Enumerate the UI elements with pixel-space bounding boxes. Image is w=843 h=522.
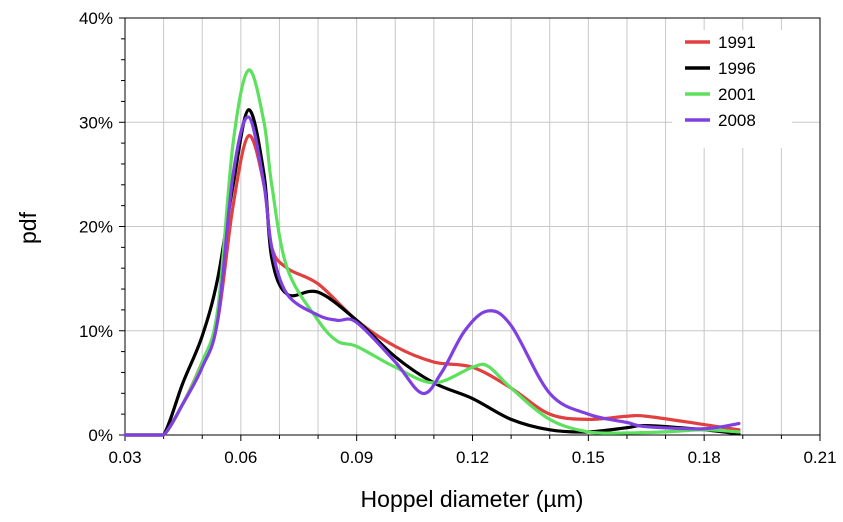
series-line-2008 [123,115,741,437]
legend-label-2008: 2008 [718,111,756,130]
plot-frame [124,17,821,436]
y-tick-label: 20% [79,218,113,237]
x-tick-label: 0.21 [803,448,836,467]
series-line-2001 [123,68,741,437]
legend-label-1991: 1991 [718,33,756,52]
axes: 0.03 0.06 0.09 0.12 0.15 0.18 0.21 0% 10% 20% 30% 4… [79,9,837,467]
legend: 1991 1996 2001 2008 [672,30,792,148]
legend-box [672,30,792,148]
series-lines [123,68,741,437]
y-tick-label: 10% [79,322,113,341]
x-tick-label: 0.18 [688,448,721,467]
y-axis-title: pdf [15,211,41,244]
x-tick-label: 0.09 [340,448,373,467]
x-axis-title: Hoppel diameter (µm) [361,486,584,512]
x-tick-label: 0.15 [572,448,605,467]
legend-label-1996: 1996 [718,59,756,78]
grid-lines [125,18,820,435]
x-tick-label: 0.03 [108,448,141,467]
y-tick-label: 30% [79,113,113,132]
legend-label-2001: 2001 [718,85,756,104]
x-tick-label: 0.06 [224,448,257,467]
y-tick-label: 0% [88,426,113,445]
y-tick-label: 40% [79,9,113,28]
x-tick-label: 0.12 [456,448,489,467]
